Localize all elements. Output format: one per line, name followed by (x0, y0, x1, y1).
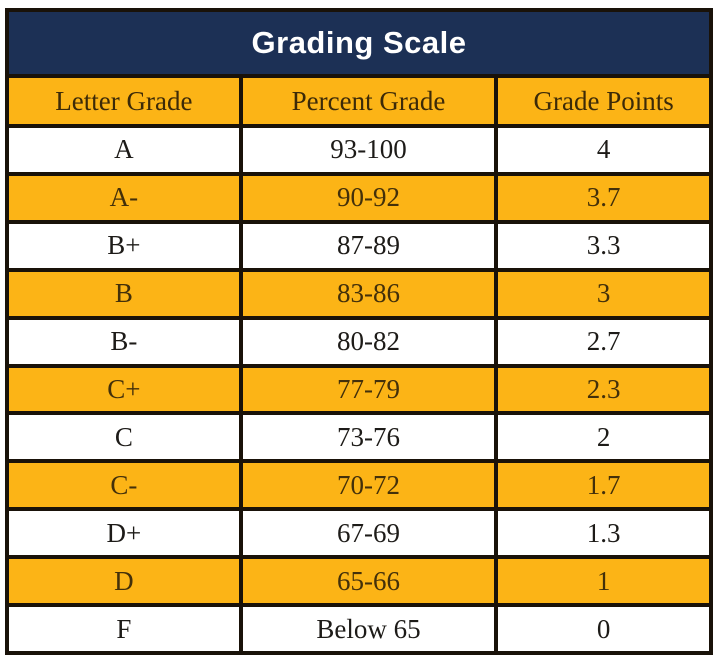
column-header-grade-points: Grade Points (494, 74, 713, 128)
cell-percent-grade: 77-79 (238, 363, 499, 416)
cell-grade-points: 2.7 (494, 315, 713, 368)
cell-percent-grade: 65-66 (238, 555, 499, 608)
table-row: C 73-76 2 (5, 411, 713, 464)
table-row: B 83-86 3 (5, 267, 713, 320)
table-row: C+ 77-79 2.3 (5, 363, 713, 416)
cell-grade-points: 3.3 (494, 219, 713, 272)
cell-grade-points: 3.7 (494, 171, 713, 224)
cell-percent-grade: 80-82 (238, 315, 499, 368)
table-row: B- 80-82 2.7 (5, 315, 713, 368)
column-header-percent-grade: Percent Grade (238, 74, 499, 128)
cell-letter-grade: B- (5, 315, 243, 368)
cell-grade-points: 2 (494, 411, 713, 464)
grading-scale-table: Grading Scale Letter Grade Percent Grade… (5, 8, 713, 655)
table-row: D 65-66 1 (5, 555, 713, 608)
cell-grade-points: 3 (494, 267, 713, 320)
cell-percent-grade: 93-100 (238, 124, 499, 176)
cell-letter-grade: D (5, 555, 243, 608)
cell-percent-grade: Below 65 (238, 603, 499, 655)
cell-letter-grade: C (5, 411, 243, 464)
table-row: C- 70-72 1.7 (5, 459, 713, 512)
table-header-row: Letter Grade Percent Grade Grade Points (5, 74, 713, 128)
cell-letter-grade: F (5, 603, 243, 655)
table-title-row: Grading Scale (5, 8, 713, 78)
cell-grade-points: 0 (494, 603, 713, 655)
table-row: A- 90-92 3.7 (5, 171, 713, 224)
table-row: F Below 65 0 (5, 603, 713, 655)
cell-letter-grade: B (5, 267, 243, 320)
cell-percent-grade: 67-69 (238, 507, 499, 560)
cell-grade-points: 2.3 (494, 363, 713, 416)
cell-letter-grade: C+ (5, 363, 243, 416)
grading-scale-table-container: Grading Scale Letter Grade Percent Grade… (5, 8, 713, 655)
cell-letter-grade: C- (5, 459, 243, 512)
cell-grade-points: 1.3 (494, 507, 713, 560)
cell-letter-grade: A- (5, 171, 243, 224)
cell-letter-grade: B+ (5, 219, 243, 272)
cell-grade-points: 4 (494, 124, 713, 176)
cell-grade-points: 1.7 (494, 459, 713, 512)
cell-percent-grade: 70-72 (238, 459, 499, 512)
column-header-letter-grade: Letter Grade (5, 74, 243, 128)
cell-percent-grade: 83-86 (238, 267, 499, 320)
cell-grade-points: 1 (494, 555, 713, 608)
table-row: A 93-100 4 (5, 124, 713, 176)
cell-percent-grade: 87-89 (238, 219, 499, 272)
table-row: D+ 67-69 1.3 (5, 507, 713, 560)
table-row: B+ 87-89 3.3 (5, 219, 713, 272)
cell-letter-grade: D+ (5, 507, 243, 560)
cell-percent-grade: 90-92 (238, 171, 499, 224)
cell-percent-grade: 73-76 (238, 411, 499, 464)
table-title: Grading Scale (5, 8, 713, 78)
cell-letter-grade: A (5, 124, 243, 176)
